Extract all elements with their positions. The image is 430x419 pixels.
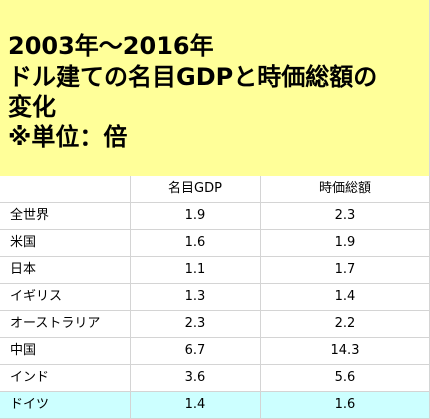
title-line-4: ※単位：倍	[8, 123, 128, 151]
table-header-row: 名目GDP 時価総額	[0, 176, 430, 203]
row-label: 全世界	[10, 208, 50, 223]
table-row: インド 3.6 5.6	[0, 365, 430, 392]
row-label: イギリス	[10, 289, 63, 304]
table-row: イギリス 1.3 1.4	[0, 284, 430, 311]
row-label: インド	[10, 370, 50, 385]
data-table: 名目GDP 時価総額 全世界 1.9 2.3 米国 1.6 1.9 日本 1.1…	[0, 176, 430, 419]
table-row: 日本 1.1 1.7	[0, 257, 430, 284]
title-line-1: 2003年～2016年	[8, 32, 214, 60]
market-cap-value: 1.4	[334, 289, 356, 304]
column-divider	[130, 176, 131, 419]
market-cap-value: 1.6	[334, 397, 356, 412]
market-cap-value: 2.2	[334, 316, 356, 331]
market-cap-value: 1.9	[334, 235, 356, 250]
header-cell-market-cap: 時価総額	[318, 181, 371, 196]
row-label: 米国	[10, 235, 37, 250]
gdp-value: 2.3	[184, 316, 206, 331]
title-block: 2003年～2016年 ドル建ての名目GDPと時価総額の 変化 ※単位：倍	[0, 0, 430, 176]
market-cap-value: 5.6	[334, 370, 356, 385]
table-row: 全世界 1.9 2.3	[0, 203, 430, 230]
table-row: 米国 1.6 1.9	[0, 230, 430, 257]
gdp-value: 1.4	[184, 397, 206, 412]
header-cell-gdp: 名目GDP	[168, 181, 222, 196]
title-line-2: ドル建ての名目GDPと時価総額の	[8, 63, 378, 91]
row-label: 中国	[10, 343, 37, 358]
gdp-value: 3.6	[184, 370, 206, 385]
gdp-value: 1.6	[184, 235, 206, 250]
table-row-highlighted: ドイツ 1.4 1.6	[0, 392, 430, 419]
table-row: 中国 6.7 14.3	[0, 338, 430, 365]
gdp-value: 1.9	[184, 208, 206, 223]
market-cap-value: 14.3	[330, 343, 360, 358]
row-label: ドイツ	[10, 397, 50, 412]
market-cap-value: 2.3	[334, 208, 356, 223]
header-cell-name	[0, 176, 130, 202]
market-cap-value: 1.7	[334, 262, 356, 277]
gdp-value: 6.7	[184, 343, 206, 358]
title-line-3: 変化	[8, 93, 56, 121]
column-divider	[260, 176, 261, 419]
table-row: オーストラリア 2.3 2.2	[0, 311, 430, 338]
gdp-value: 1.3	[184, 289, 206, 304]
row-label: 日本	[10, 262, 37, 277]
gdp-value: 1.1	[184, 262, 206, 277]
row-label: オーストラリア	[10, 316, 101, 331]
